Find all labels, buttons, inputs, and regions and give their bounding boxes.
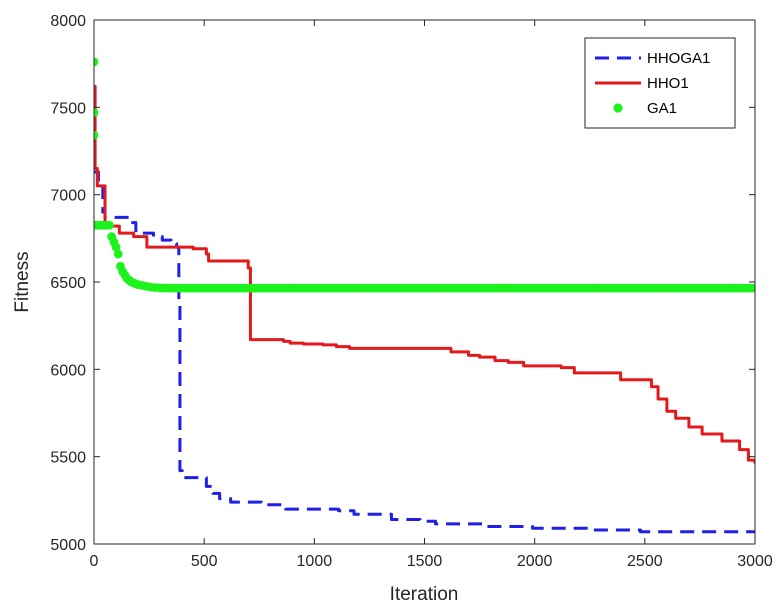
x-axis-label: Iteration (390, 584, 459, 603)
y-axis-label: Fitness (12, 251, 33, 312)
point-ga1 (94, 57, 99, 67)
point-ga1 (111, 242, 121, 252)
legend-label-hhoga1: HHOGA1 (647, 50, 710, 67)
x-tick-label: 2500 (627, 553, 663, 570)
series-ga1 (94, 57, 755, 293)
point-ga1 (113, 249, 123, 259)
legend: HHOGA1 HHO1 GA1 (584, 37, 736, 129)
series-layer (94, 57, 755, 534)
y-tick-label: 5500 (50, 450, 86, 467)
y-tick-label: 7000 (50, 188, 86, 205)
x-tick-label: 2000 (517, 553, 553, 570)
y-tick-label: 5000 (50, 537, 86, 554)
series-line-hhoga1 (94, 170, 755, 534)
x-tick-label: 1000 (297, 553, 333, 570)
series-line-hho1 (94, 84, 755, 464)
legend-marker-ga1 (613, 103, 623, 113)
legend-label-hho1: HHO1 (647, 75, 689, 92)
y-tick-label: 6000 (50, 362, 86, 379)
point-ga1 (94, 130, 99, 140)
point-ga1 (750, 283, 755, 293)
x-tick-label: 3000 (737, 553, 773, 570)
y-tick-label: 6500 (50, 275, 86, 292)
x-tick-label: 500 (191, 553, 218, 570)
point-ga1 (94, 108, 99, 117)
axes: 0 500 1000 1500 2000 2500 3000 5000 5500 6000 6500… (50, 13, 772, 570)
x-tick-label: 1500 (407, 553, 443, 570)
legend-label-ga1: GA1 (647, 100, 677, 117)
x-tick-label: 0 (90, 553, 99, 570)
y-tick-label: 8000 (50, 13, 86, 30)
y-tick-label: 7500 (50, 100, 86, 117)
point-ga1 (105, 220, 114, 230)
